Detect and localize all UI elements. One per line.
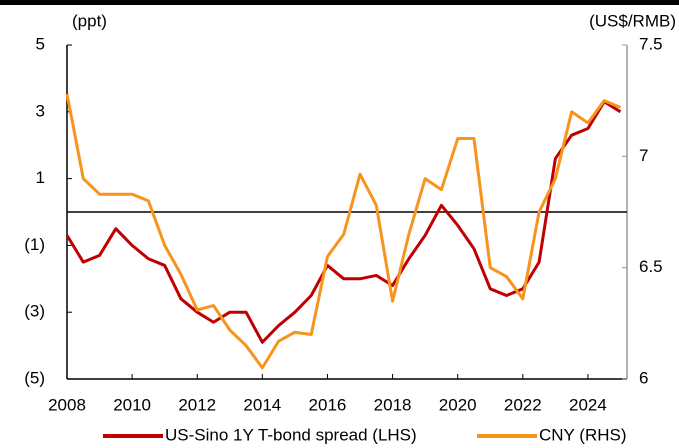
y-tick-label: 5 [36,34,45,53]
x-tick-label: 2024 [569,395,607,414]
y2-tick-label: 7.5 [639,34,663,53]
y2-tick-label: 6 [639,368,648,387]
x-tick-label: 2020 [439,395,477,414]
y-tick-label: 3 [36,101,45,120]
x-tick-label: 2010 [113,395,151,414]
y2-axis-label: (US$/RMB) [589,11,676,30]
y2-tick-label: 6.5 [639,257,663,276]
series-line [65,93,622,370]
x-tick-label: 2008 [48,395,86,414]
legend-label: US-Sino 1Y T-bond spread (LHS) [165,425,417,444]
x-tick-label: 2012 [178,395,216,414]
y-tick-label: (5) [24,368,45,387]
y-tick-label: (1) [24,235,45,254]
x-tick-label: 2018 [374,395,412,414]
y-axis-label: (ppt) [72,11,107,30]
x-tick-label: 2022 [504,395,542,414]
y2-tick-label: 7 [639,146,648,165]
legend-label: CNY (RHS) [539,425,627,444]
x-tick-label: 2016 [309,395,347,414]
x-tick-label: 2014 [243,395,281,414]
header-rule [0,0,679,5]
y-tick-label: 1 [36,168,45,187]
y-tick-label: (3) [24,302,45,321]
series-line [65,100,622,344]
